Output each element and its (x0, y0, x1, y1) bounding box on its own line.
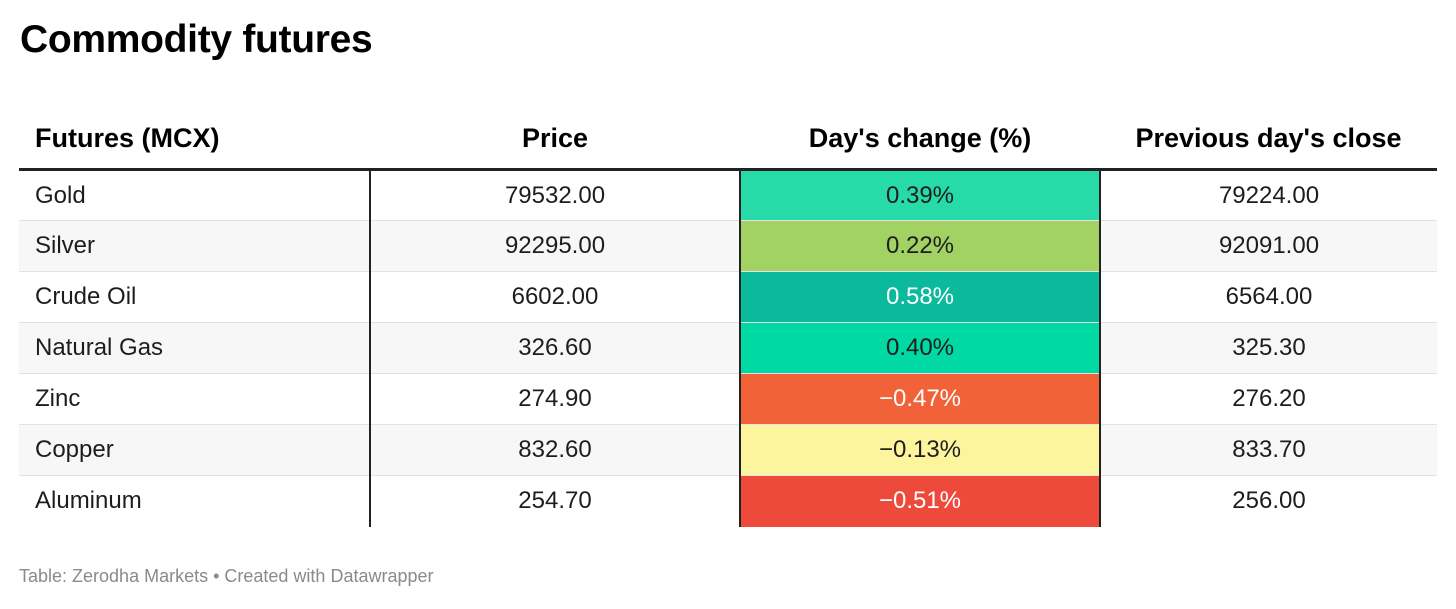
cell-futures-name: Natural Gas (19, 322, 371, 374)
cell-futures-name: Zinc (19, 373, 371, 425)
table-row: Natural Gas 326.60 0.40% 325.30 (19, 322, 1437, 374)
cell-days-change: 0.22% (740, 220, 1101, 272)
cell-previous-close: 6564.00 (1100, 271, 1437, 323)
source-footer: Table: Zerodha Markets • Created with Da… (19, 566, 434, 586)
column-header-previous-close[interactable]: Previous day's close (1100, 108, 1437, 171)
cell-price: 274.90 (370, 373, 741, 425)
table-row: Crude Oil 6602.00 0.58% 6564.00 (19, 271, 1437, 323)
cell-days-change: 0.39% (740, 169, 1101, 221)
cell-previous-close: 276.20 (1100, 373, 1437, 425)
cell-price: 92295.00 (370, 220, 741, 272)
column-header-futures[interactable]: Futures (MCX) (19, 108, 370, 171)
cell-price: 6602.00 (370, 271, 741, 323)
cell-futures-name: Gold (19, 169, 371, 221)
table-row: Silver 92295.00 0.22% 92091.00 (19, 220, 1437, 272)
cell-futures-name: Copper (19, 424, 371, 476)
cell-price: 832.60 (370, 424, 741, 476)
cell-days-change: −0.47% (740, 373, 1101, 425)
commodity-table: Futures (MCX) Price Day's change (%) Pre… (19, 108, 1437, 527)
cell-previous-close: 92091.00 (1100, 220, 1437, 272)
cell-price: 79532.00 (370, 169, 741, 221)
cell-previous-close: 833.70 (1100, 424, 1437, 476)
cell-previous-close: 79224.00 (1100, 169, 1437, 221)
cell-previous-close: 256.00 (1232, 487, 1306, 515)
cell-futures-name: Crude Oil (19, 271, 371, 323)
cell-days-change: −0.13% (740, 424, 1101, 476)
cell-futures-name: Aluminum (19, 475, 371, 527)
column-header-price[interactable]: Price (370, 108, 740, 171)
table-row: Zinc 274.90 −0.47% 276.20 (19, 373, 1437, 425)
cell-futures-name: Silver (19, 220, 371, 272)
cell-previous-close: 325.30 (1100, 322, 1437, 374)
table-row: Gold 79532.00 0.39% 79224.00 (19, 169, 1437, 221)
table-body: Gold 79532.00 0.39% 79224.00 Silver 92295.00 0… (19, 169, 1437, 527)
table-row: Copper 832.60 −0.13% 833.70 (19, 424, 1437, 476)
cell-days-change: 0.58% (740, 271, 1101, 323)
cell-days-change: 0.40% (740, 322, 1101, 374)
header-row: Futures (MCX) Price Day's change (%) Pre… (19, 108, 1437, 171)
cell-price: 326.60 (370, 322, 741, 374)
chart-title: Commodity futures (20, 18, 373, 61)
column-header-days-change[interactable]: Day's change (%) (740, 108, 1100, 171)
cell-price: 254.70 (370, 475, 741, 527)
cell-days-change: −0.51% (740, 475, 1101, 527)
table-row: Aluminum 254.70 −0.51% 256.00 (19, 475, 1437, 527)
